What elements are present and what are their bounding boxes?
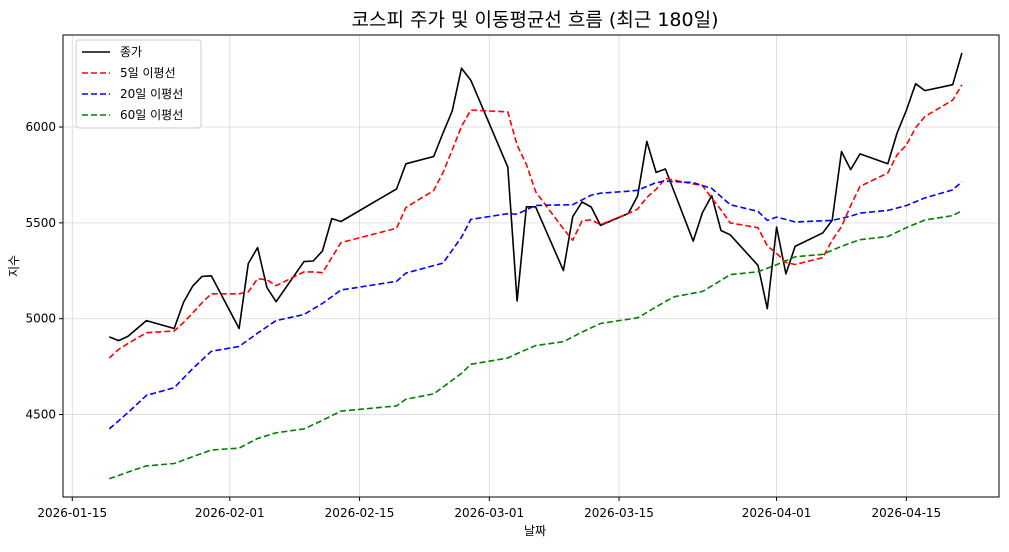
x-tick-label: 2026-01-15 [37,506,107,520]
y-axis-label: 지수 [7,255,21,277]
series-lines [108,52,963,480]
y-tick-label: 5000 [25,312,56,326]
legend-box [75,39,202,129]
chart-title: 코스피 주가 및 이동평균선 흐름 (최근 180일) [351,9,718,31]
plot-frame [62,34,1000,498]
legend-label-1: 5일 이평선 [120,66,176,80]
axes: 2026-01-15 2026-02-01 2026-02-15 2026-03-01… [25,120,941,520]
series-line-3 [109,210,963,480]
legend-label-2: 20일 이평선 [120,87,183,101]
series-line-0 [109,52,963,342]
y-tick-label: 4500 [25,408,56,422]
legend-label-3: 60일 이평선 [120,108,183,122]
series-line-1 [108,84,963,359]
x-axis-label: 날짜 [524,524,546,538]
series-line-2 [108,180,963,430]
x-tick-label: 2026-02-15 [325,506,395,520]
x-tick-label: 2026-04-15 [871,506,941,520]
x-tick-label: 2026-03-01 [454,506,524,520]
y-tick-label: 6000 [25,120,56,134]
x-tick-label: 2026-02-01 [195,506,265,520]
x-tick-label: 2026-04-01 [742,506,812,520]
y-tick-label: 5500 [25,216,56,230]
x-tick-label: 2026-03-15 [584,506,654,520]
legend-label-0: 종가 [120,45,142,59]
legend: 종가 5일 이평선 20일 이평선 60일 이평선 [75,39,202,129]
